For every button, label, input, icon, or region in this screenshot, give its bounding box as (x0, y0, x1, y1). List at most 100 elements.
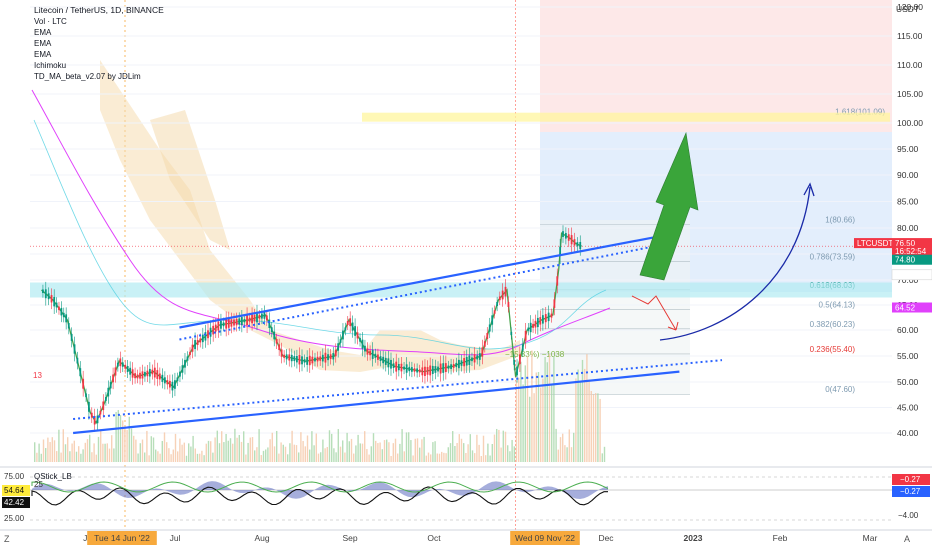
volume-bar (529, 396, 531, 462)
indicator-ema-1[interactable]: EMA (34, 28, 52, 37)
volume-bar (493, 434, 496, 462)
volume-bar (353, 453, 355, 462)
candle-body (90, 412, 93, 418)
candle-body (405, 364, 408, 373)
z-icon[interactable]: Z (4, 534, 10, 544)
candle-body (513, 359, 516, 365)
candle-body (275, 339, 278, 344)
volume-bar (553, 356, 555, 462)
volume-bar (269, 439, 271, 462)
x-tick-label: Aug (254, 533, 269, 543)
volume-bar (366, 449, 368, 462)
price-tag-bg (892, 238, 932, 249)
volume-bar (570, 447, 573, 462)
y-tick-label: 60.00 (897, 325, 919, 335)
osc-left-label: 54.64 (4, 486, 25, 495)
bearish-path (631, 295, 677, 331)
candle-body (403, 366, 405, 370)
indicator-td-ma[interactable]: TD_MA_beta_v2.07 by JDLim (34, 72, 141, 81)
indicator-ema-2[interactable]: EMA (34, 39, 52, 48)
candle-body (146, 370, 149, 377)
volume-bar (300, 432, 302, 462)
volume-bar (452, 431, 454, 462)
osc-right-label: −4.00 (898, 511, 919, 520)
candle-body (124, 364, 127, 369)
candle-body (408, 366, 411, 372)
candle-body (387, 358, 390, 368)
symbol-title[interactable]: Litecoin / TetherUS, 1D, BINANCE (34, 5, 164, 15)
candle-body (212, 325, 215, 335)
candle-body (463, 358, 466, 367)
candle-body (529, 322, 532, 333)
candle-body (344, 327, 347, 331)
volume-bar (221, 431, 223, 462)
volume-bar (586, 354, 588, 462)
candle-body (67, 323, 70, 329)
y-tick-label: 110.00 (897, 60, 923, 70)
volume-bar (489, 455, 491, 462)
candle-body (559, 246, 562, 257)
volume-bar (410, 440, 412, 462)
fib-level-label: 1.618(101.09) (835, 108, 885, 117)
candle-body (222, 322, 225, 327)
candle-body (334, 349, 337, 357)
volume-bar (51, 437, 53, 462)
volume-bar (196, 453, 199, 462)
candle-body (424, 366, 426, 376)
volume-bar (491, 443, 493, 462)
volume-bar (390, 455, 392, 462)
volume-bar (403, 451, 405, 462)
fib-level-label: 0.236(55.40) (810, 345, 856, 354)
volume-bar (38, 443, 40, 462)
volume-bar (419, 447, 421, 462)
candle-body (144, 371, 146, 377)
volume-bar (588, 379, 590, 462)
volume-bar (408, 432, 410, 462)
volume-bar (276, 430, 278, 462)
volume-bar (430, 454, 432, 462)
oscillator-title[interactable]: QStick_LB (34, 472, 72, 481)
candle-body (369, 350, 371, 356)
candle-body (96, 415, 99, 424)
x-tick-label: Tue 14 Jun '22 (94, 533, 150, 543)
volume-bar (546, 362, 548, 462)
indicator-ema-3[interactable]: EMA (34, 50, 52, 59)
volume-bar (333, 448, 335, 462)
indicator-ichimoku[interactable]: Ichimoku (34, 61, 67, 70)
ichimoku-cloud (100, 60, 520, 372)
candle-body (562, 231, 564, 237)
volume-bar (518, 377, 520, 462)
candle-body (444, 363, 447, 373)
indicator-volume[interactable]: Vol · LTC (34, 17, 67, 26)
volume-bar (460, 438, 463, 462)
volume-bar (423, 436, 425, 462)
candle-body (230, 319, 233, 327)
volume-bar (447, 447, 449, 462)
volume-bar (342, 440, 344, 462)
candle-body (240, 317, 243, 326)
osc-left-label: 75.00 (4, 472, 25, 481)
volume-bar (91, 452, 93, 462)
volume-bar (463, 443, 465, 462)
candle-body (102, 401, 105, 411)
volume-bar (177, 451, 179, 462)
recovery-arrowhead (803, 182, 815, 197)
volume-bar (223, 442, 225, 462)
auto-scale-icon[interactable]: A (904, 534, 911, 544)
volume-bar (364, 431, 366, 462)
candle-body (296, 356, 298, 363)
volume-bar (309, 449, 311, 462)
volume-bar (601, 453, 603, 462)
volume-bar (212, 452, 214, 462)
candle-body (238, 318, 241, 325)
ema-mid-line (33, 119, 607, 350)
volume-bar (397, 453, 399, 462)
volume-bar (524, 365, 526, 462)
volume-bar (432, 442, 434, 462)
volume-bar (315, 433, 317, 462)
candle-body (179, 371, 181, 377)
candle-body (374, 353, 377, 358)
x-tick-label: Wed 09 Nov '22 (515, 533, 575, 543)
